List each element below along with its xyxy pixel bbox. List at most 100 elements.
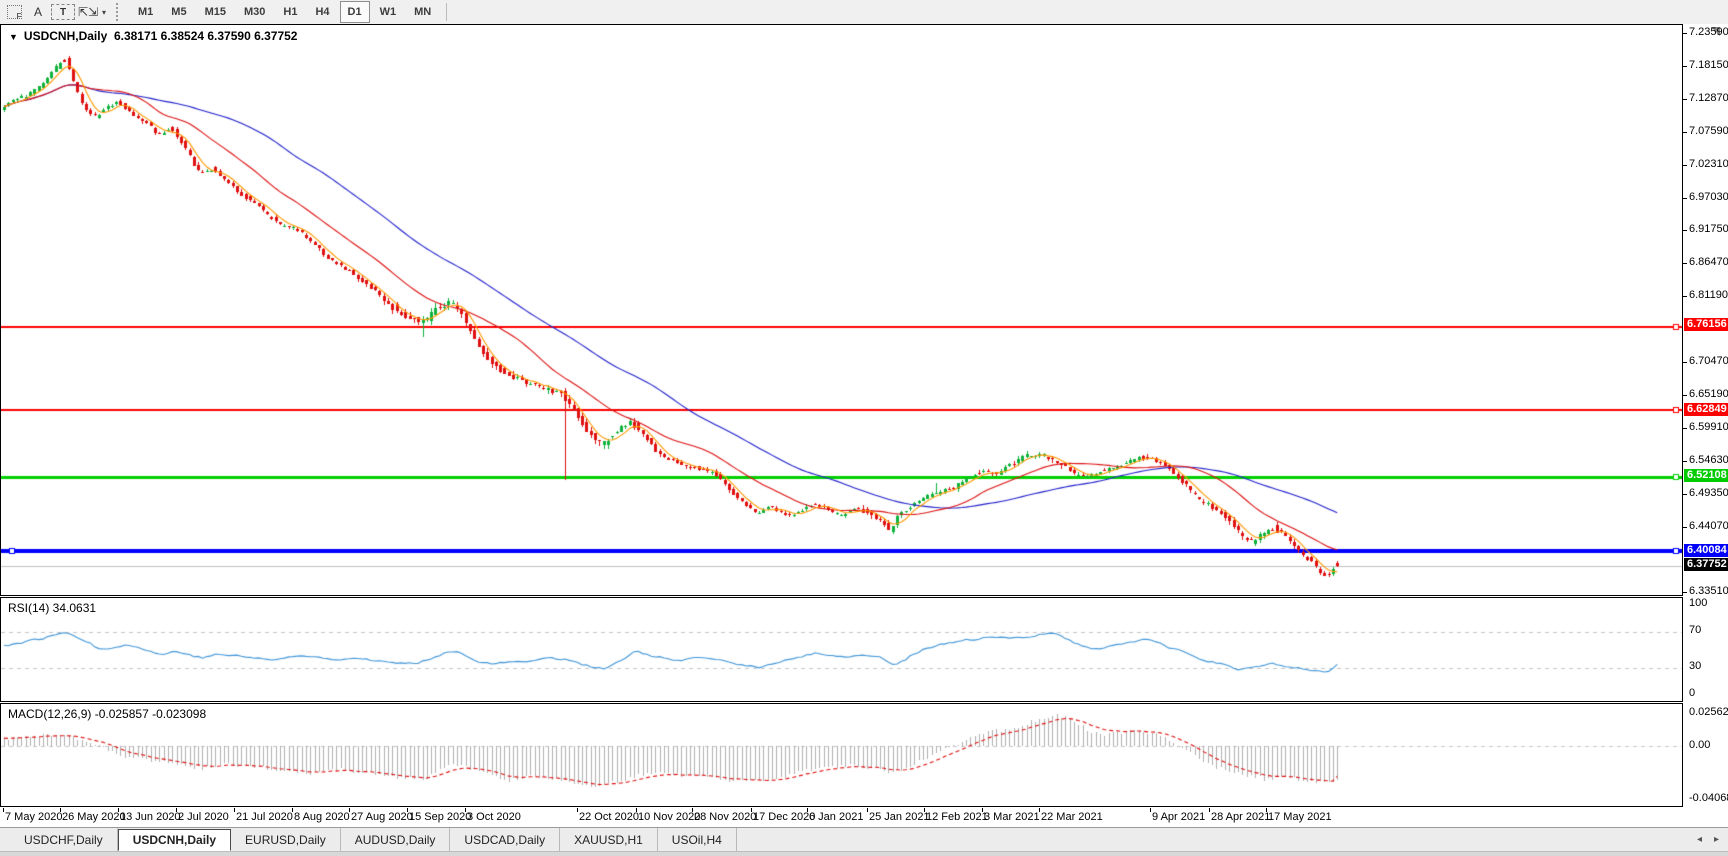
chart-tab-usdcad[interactable]: USDCAD,Daily [450,828,561,851]
rsi-canvas[interactable] [1,598,1682,701]
text-box-icon[interactable]: T [51,4,75,20]
tabs-scroll-right-icon[interactable]: ▸ [1714,834,1720,845]
timeframe-button-m15[interactable]: M15 [204,6,226,18]
date-axis-tick [1266,808,1267,812]
dropdown-caret-icon[interactable]: ▾ [102,7,107,17]
price-axis-label: 7.02310 [1689,158,1728,170]
macd-label: MACD(12,26,9) -0.025857 -0.023098 [8,707,207,721]
price-axis-label: 6.91750 [1689,223,1728,235]
price-axis-label: 6.65190 [1689,388,1728,400]
date-axis-label: 3 Mar 2021 [984,811,1040,823]
price-axis-tick [1683,198,1687,199]
macd-canvas[interactable] [1,704,1682,806]
price-axis[interactable]: 7.23590 7.18150 7.12870 7.07590 7.02310 6.970… [1683,24,1728,826]
date-axis-tick [924,808,925,812]
price-axis-tick [1683,362,1687,363]
date-axis-tick [60,808,61,812]
date-axis-tick [636,808,637,812]
text-label-icon[interactable]: A [33,5,42,19]
timeframe-button-w1[interactable]: W1 [379,6,397,18]
chart-tab-usdcnh[interactable]: USDCNH,Daily [117,829,232,851]
date-axis-label: 17 Dec 2020 [753,811,816,823]
timeframe-button-m5[interactable]: M5 [171,6,187,18]
date-axis-label: 8 Aug 2020 [294,811,350,823]
price-axis-label: 6.49350 [1689,487,1728,499]
date-axis-tick [577,808,578,812]
price-axis-tick [1683,66,1687,67]
timeframe-group: M1 M5 M15 M30 H1 H4 D1 W1 MN [129,1,440,23]
date-axis-label: 25 Jan 2021 [869,811,930,823]
chart-template-icon[interactable] [3,2,25,22]
rsi-axis-label: 0 [1689,687,1696,699]
price-axis-label: 6.97030 [1689,191,1728,203]
date-axis-label: 21 Jul 2020 [236,811,293,823]
date-axis-tick [751,808,752,812]
date-axis-tick [234,808,235,812]
price-axis-tick [1683,230,1687,231]
date-axis-tick [118,808,119,812]
price-axis-tick [1683,132,1687,133]
toolbar-separator [446,3,448,21]
date-axis-tick [692,808,693,812]
date-axis-label: 9 Apr 2021 [1152,811,1206,823]
date-axis-tick [292,808,293,812]
chart-symbol-label: USDCNH,Daily [23,29,108,43]
date-axis[interactable]: 7 May 2020 26 May 2020 13 Jun 2020 2 Jul 20… [0,808,1728,827]
chart-tab-usoil[interactable]: USOil,H4 [658,828,737,851]
main-chart-canvas[interactable] [1,25,1682,595]
date-axis-label: 22 Mar 2021 [1041,811,1103,823]
chart-tab-audusd[interactable]: AUDUSD,Daily [341,828,451,851]
rsi-panel: RSI(14) 34.0631 [0,597,1683,702]
rsi-axis-label: 30 [1689,660,1702,672]
date-axis-label: 13 Jun 2020 [120,811,181,823]
price-line-badge: 6.76156 [1684,318,1728,331]
main-chart-panel: ▼ USDCNH,Daily 6.38171 6.38524 6.37590 6.… [0,24,1683,596]
price-axis-tick [1683,494,1687,495]
macd-axis-label: 0.025623 [1689,706,1728,718]
chart-dropdown-icon[interactable]: ▼ [9,32,18,42]
date-axis-label: 28 Apr 2021 [1211,811,1271,823]
date-axis-tick [807,808,808,812]
macd-panel: MACD(12,26,9) -0.025857 -0.023098 [0,703,1683,807]
chart-tab-eurusd[interactable]: EURUSD,Daily [231,828,341,851]
price-axis-tick [1683,296,1687,297]
timeframe-button-d1[interactable]: D1 [339,1,370,23]
scale-marker-icon [1711,27,1720,36]
price-line-badge: 6.62849 [1684,403,1728,416]
price-axis-tick [1683,592,1687,593]
top-toolbar: AT⇱⇲▾ M1 M5 M15 M30 H1 H4 D1 W1 MN [0,0,1728,25]
price-axis-label: 6.33510 [1689,585,1728,597]
status-strip [0,851,1728,856]
chart-ohlc-values: 6.38171 6.38524 6.37590 6.37752 [113,29,298,43]
price-axis-label: 6.44070 [1689,520,1728,532]
drawing-tools-group: AT⇱⇲▾ [2,2,106,22]
chart-tab-xauusd[interactable]: XAUUSD,H1 [560,828,658,851]
price-axis-tick [1683,165,1687,166]
tabs-scroll-left-icon[interactable]: ◂ [1697,834,1703,845]
date-axis-label: 17 May 2021 [1268,811,1332,823]
chart-tab-usdchf[interactable]: USDCHF,Daily [10,828,118,851]
date-axis-label: 6 Jan 2021 [809,811,864,823]
rsi-axis-label: 70 [1689,624,1702,636]
price-axis-label: 6.86470 [1689,256,1728,268]
arrow-objects-icon[interactable]: ⇱⇲ [77,5,99,19]
price-axis-tick [1683,99,1687,100]
timeframe-button-mn[interactable]: MN [414,6,432,18]
date-axis-label: 12 Feb 2021 [926,811,988,823]
price-axis-tick [1683,428,1687,429]
price-axis-tick [1683,263,1687,264]
price-axis-label: 6.81190 [1689,289,1728,301]
timeframe-button-m30[interactable]: M30 [243,6,266,18]
timeframe-button-h1[interactable]: H1 [283,6,298,18]
toolbar-grip[interactable] [116,3,123,21]
macd-axis-label: 0.00 [1689,739,1711,751]
timeframe-button-h4[interactable]: H4 [315,6,330,18]
price-axis-label: 7.12870 [1689,92,1728,104]
timeframe-button-m1[interactable]: M1 [138,6,154,18]
price-line-badge: 6.40084 [1684,544,1728,557]
date-axis-label: 3 Oct 2020 [467,811,521,823]
date-axis-label: 2 Jul 2020 [178,811,229,823]
date-axis-label: 28 Nov 2020 [694,811,757,823]
chart-tab-bar: USDCHF,Daily USDCNH,Daily EURUSD,Daily AUDU… [0,827,1728,851]
